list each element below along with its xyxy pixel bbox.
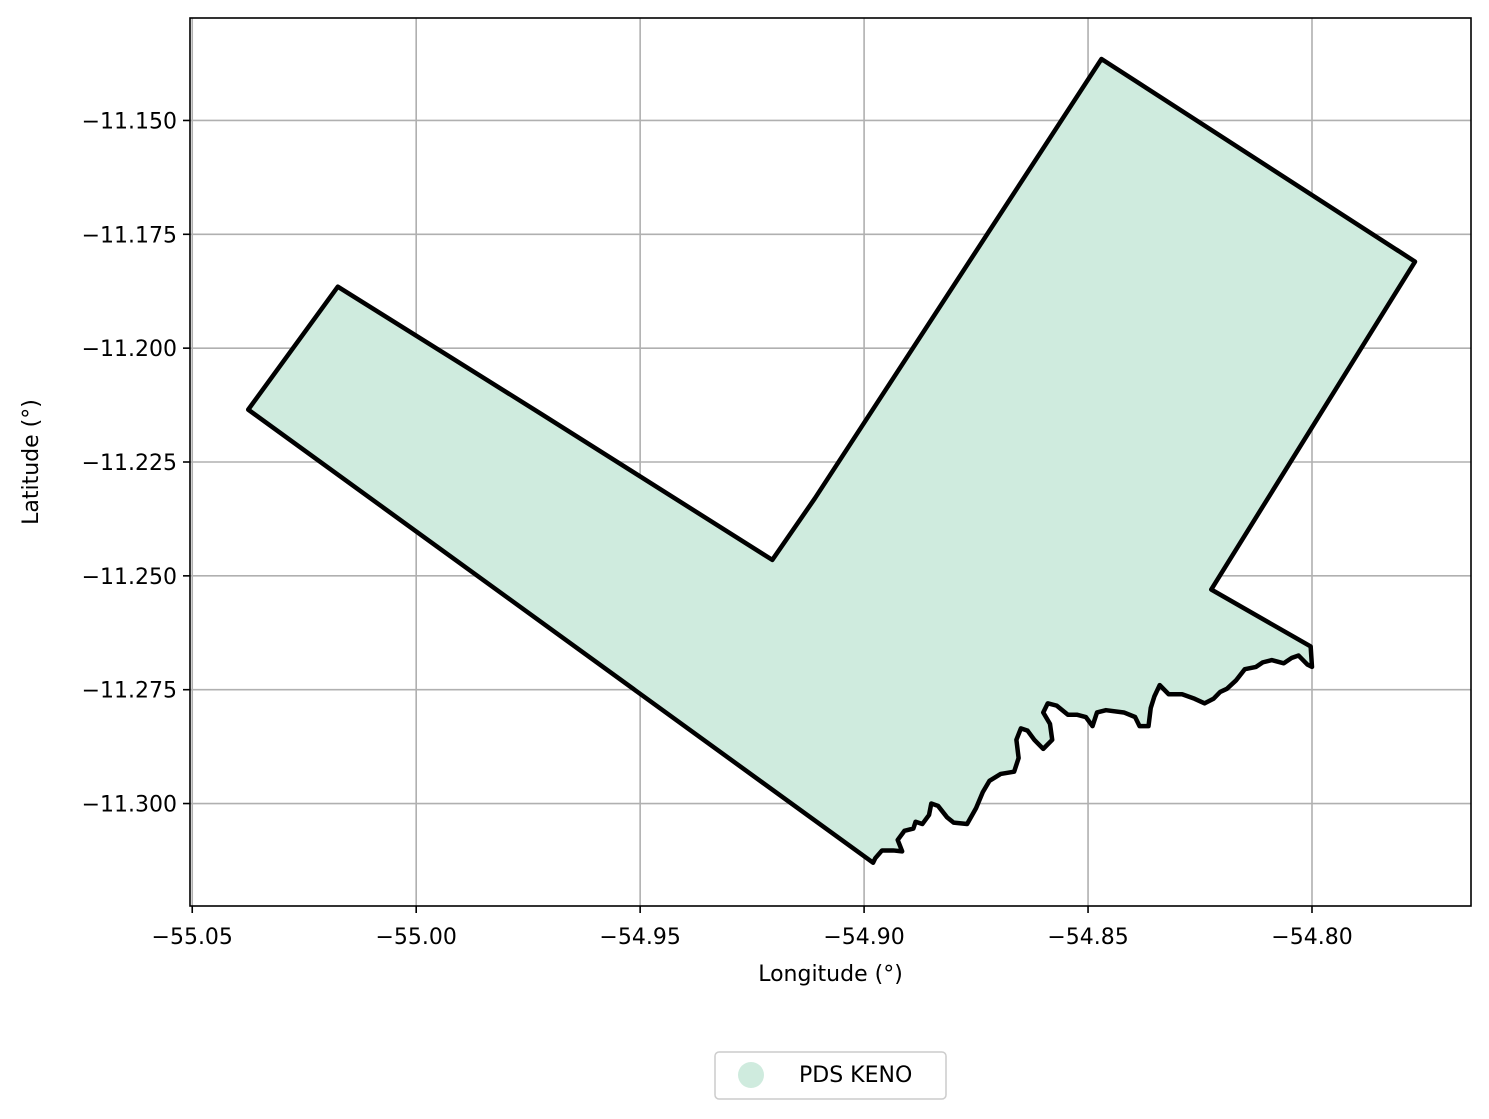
- y-axis-ticks: −11.150 −11.175 −11.200 −11.225 −11.250 −11.2…: [82, 109, 190, 818]
- x-tick-label-2: −54.95: [599, 925, 680, 950]
- x-tick-label-5: −54.80: [1271, 925, 1352, 950]
- y-tick-label-0: −11.150: [82, 109, 177, 134]
- y-axis-label: Latitude (°): [19, 399, 44, 525]
- legend-box: [714, 1051, 947, 1100]
- polygon-layer: [245, 56, 1418, 865]
- y-tick-label-2: −11.200: [82, 337, 177, 362]
- y-tick-label-6: −11.300: [82, 793, 177, 818]
- legend-label-pds-keno: PDS KENO: [799, 1063, 912, 1088]
- x-axis-ticks: −55.05 −55.00 −54.95 −54.90 −54.85 −54.80: [152, 906, 1353, 950]
- x-axis-label: Longitude (°): [758, 962, 903, 987]
- polygon-pds-keno: [245, 56, 1418, 865]
- x-tick-label-0: −55.05: [152, 925, 233, 950]
- x-tick-label-3: −54.90: [823, 925, 904, 950]
- y-tick-label-5: −11.275: [82, 679, 177, 704]
- y-tick-label-4: −11.250: [82, 565, 177, 590]
- y-tick-label-1: −11.175: [82, 223, 177, 248]
- legend-marker-pds-keno: [738, 1062, 764, 1088]
- y-tick-label-3: −11.225: [82, 451, 177, 476]
- legend: PDS KENO: [714, 1051, 947, 1100]
- x-tick-label-1: −55.00: [375, 925, 456, 950]
- x-tick-label-4: −54.85: [1047, 925, 1128, 950]
